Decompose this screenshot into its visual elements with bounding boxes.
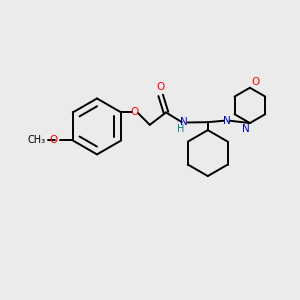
Text: O: O xyxy=(130,107,139,118)
Text: N: N xyxy=(223,116,231,126)
Text: O: O xyxy=(156,82,164,92)
Text: O: O xyxy=(50,135,58,146)
Text: N: N xyxy=(242,124,249,134)
Text: H: H xyxy=(177,124,184,134)
Text: N: N xyxy=(180,118,188,128)
Text: CH₃: CH₃ xyxy=(27,135,45,146)
Text: O: O xyxy=(251,76,259,86)
